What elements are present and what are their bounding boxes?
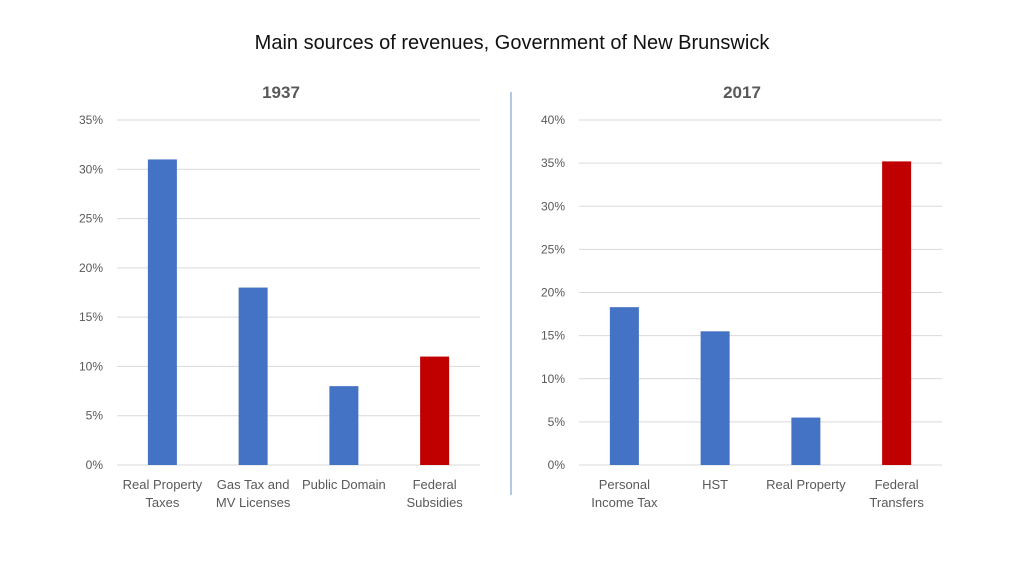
y-tick-label-2017-3: 15%: [541, 329, 565, 343]
bar-2017-0[interactable]: [609, 307, 639, 465]
category-label-1937-3: Federal Subsidies: [406, 477, 463, 510]
panel-title-1937: 1937: [262, 83, 300, 102]
chart-1937: 1937 0% 5% 10% 15% 20% 25% 30% 35% Real Property T…: [79, 83, 480, 510]
panel-title-2017: 2017: [723, 83, 761, 102]
y-tick-label-2017-7: 35%: [541, 156, 565, 170]
y-tick-label-1937-0: 0%: [86, 458, 104, 472]
category-label-2017-3: Federal Transfers: [869, 477, 924, 510]
category-label-2017-0: Personal Income Tax: [591, 477, 658, 510]
y-tick-label-2017-8: 40%: [541, 113, 565, 127]
y-tick-label-1937-6: 30%: [79, 162, 103, 176]
y-tick-label-2017-1: 5%: [548, 415, 566, 429]
bar-1937-2[interactable]: [329, 386, 359, 465]
y-tick-label-1937-7: 35%: [79, 113, 103, 127]
y-tick-label-1937-4: 20%: [79, 261, 103, 275]
bar-2017-1[interactable]: [700, 331, 730, 465]
y-tick-label-2017-4: 20%: [541, 286, 565, 300]
bar-1937-3[interactable]: [420, 356, 450, 465]
y-tick-label-1937-1: 5%: [86, 409, 104, 423]
y-tick-label-1937-2: 10%: [79, 359, 103, 373]
bar-2017-2[interactable]: [791, 417, 821, 465]
y-tick-label-2017-6: 30%: [541, 199, 565, 213]
category-label-1937-0: Real Property Taxes: [123, 477, 203, 510]
y-tick-label-2017-0: 0%: [548, 458, 566, 472]
category-label-1937-1: Gas Tax and MV Licenses: [216, 477, 291, 510]
bar-2017-3[interactable]: [882, 161, 912, 465]
bar-1937-0[interactable]: [147, 159, 177, 465]
y-tick-label-1937-3: 15%: [79, 310, 103, 324]
category-label-2017-2: Real Property: [766, 477, 846, 492]
bar-1937-1[interactable]: [238, 287, 268, 465]
y-tick-label-2017-2: 10%: [541, 372, 565, 386]
category-label-1937-2: Public Domain: [302, 477, 386, 492]
category-label-2017-1: HST: [702, 477, 728, 492]
y-tick-label-2017-5: 25%: [541, 242, 565, 256]
y-tick-label-1937-5: 25%: [79, 212, 103, 226]
chart-main-title: Main sources of revenues, Government of …: [254, 32, 770, 54]
